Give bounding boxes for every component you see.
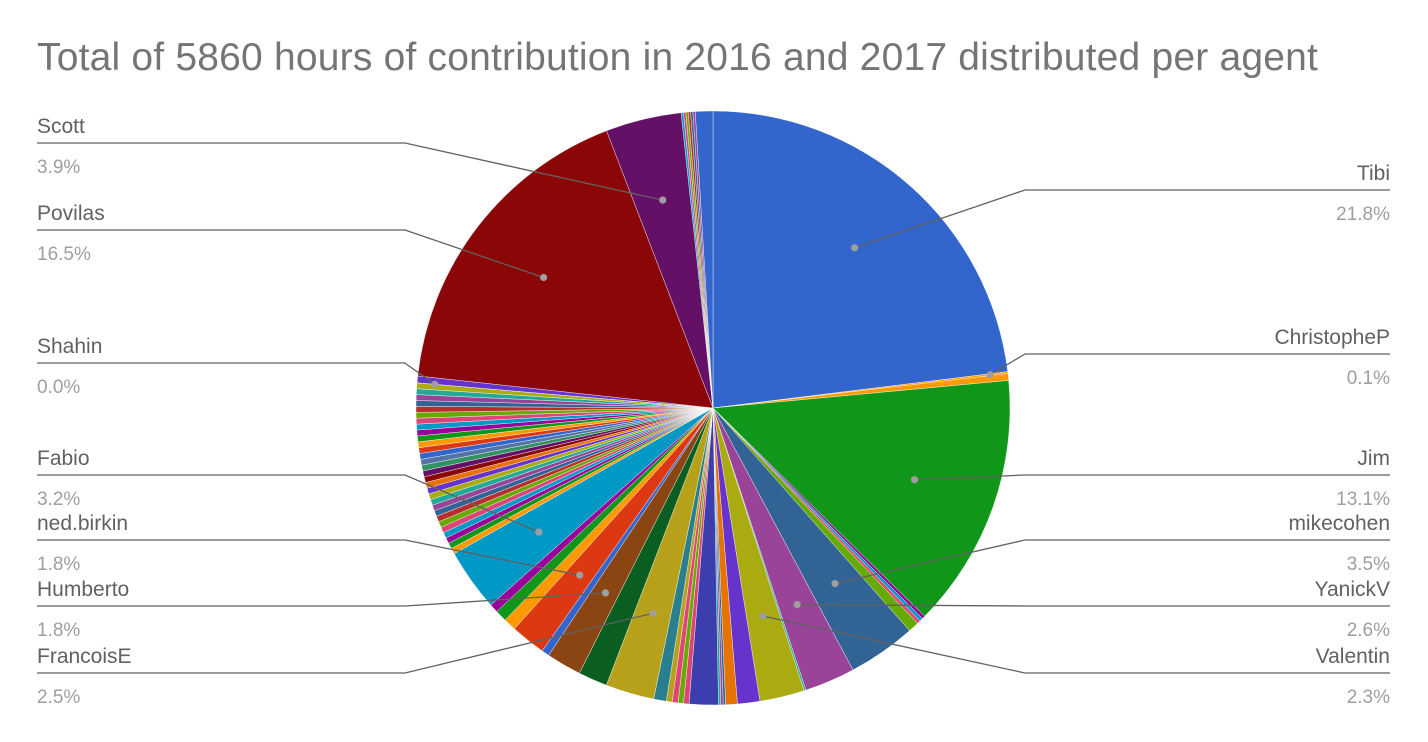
slice-label-christophep: ChristopheP	[1274, 326, 1390, 349]
slice-label-humberto: Humberto	[37, 578, 129, 601]
leader-line-christophep	[989, 353, 1390, 376]
leader-line-francoise	[37, 612, 654, 674]
slice-value-fabio: 3.2%	[37, 489, 80, 510]
leader-line-yanickv	[797, 603, 1390, 607]
slice-labels: Tibi 21.8% ChristopheP 0.1% Jim 13.1%mikecohe…	[37, 115, 1390, 708]
leader-dot-yanickv	[793, 601, 801, 609]
leader-line-ned-birkin	[37, 539, 580, 576]
slice-label-tibi: Tibi	[1357, 162, 1390, 185]
slice-value-scott: 3.9%	[37, 157, 80, 178]
slice-value-povilas: 16.5%	[37, 244, 91, 265]
slice-label-yanickv: YanickV	[1315, 578, 1390, 601]
slice-label-ned-birkin: ned.birkin	[37, 512, 128, 535]
pie-slice-povilas	[417, 130, 714, 409]
leader-line-shahin	[37, 362, 436, 385]
leader-dot-francoise	[649, 609, 657, 617]
slice-value-christophep: 0.1%	[1347, 368, 1390, 389]
leader-dot-tibi	[851, 244, 859, 252]
slice-value-yanickv: 2.6%	[1347, 620, 1390, 641]
slice-value-shahin: 0.0%	[37, 377, 80, 398]
leader-line-tibi	[854, 189, 1390, 249]
slice-label-scott: Scott	[37, 115, 85, 138]
slice-value-francoise: 2.5%	[37, 687, 80, 708]
slice-value-valentin: 2.3%	[1347, 687, 1390, 708]
leader-dot-fabio	[535, 528, 543, 536]
leader-dot-scott	[659, 196, 667, 204]
slice-value-mikecohen: 3.5%	[1347, 554, 1390, 575]
slice-label-jim: Jim	[1357, 447, 1390, 470]
leader-line-povilas	[37, 229, 544, 279]
slice-label-shahin: Shahin	[37, 335, 102, 358]
slice-label-povilas: Povilas	[37, 202, 105, 225]
pie-slice-jim	[712, 380, 1011, 617]
leader-dot-ned-birkin	[576, 571, 584, 579]
leader-dot-mikecohen	[831, 580, 839, 588]
slice-value-tibi: 21.8%	[1336, 204, 1390, 225]
slice-label-fabio: Fabio	[37, 447, 90, 470]
pie-slice-tibi	[712, 110, 1008, 409]
leader-line-humberto	[37, 592, 606, 607]
leader-dot-valentin	[759, 612, 767, 620]
slice-value-ned-birkin: 1.8%	[37, 554, 80, 575]
leader-dot-shahin	[431, 380, 439, 388]
leader-line-scott	[37, 142, 663, 201]
leader-dot-christophep	[986, 371, 994, 379]
slice-label-francoise: FrancoisE	[37, 645, 132, 668]
slice-label-mikecohen: mikecohen	[1288, 512, 1390, 535]
slice-label-valentin: Valentin	[1316, 645, 1390, 668]
leader-line-mikecohen	[834, 539, 1390, 585]
chart-title: Total of 5860 hours of contribution in 2…	[37, 36, 1319, 79]
slice-value-humberto: 1.8%	[37, 620, 80, 641]
slice-value-jim: 13.1%	[1336, 489, 1390, 510]
leader-line-fabio	[37, 474, 540, 533]
leader-dot-jim	[910, 476, 919, 484]
pie-slices	[415, 110, 1011, 706]
leader-dot-humberto	[601, 589, 610, 597]
pie-slice-other	[695, 110, 714, 409]
leader-dot-povilas	[540, 273, 548, 282]
leader-line-valentin	[762, 615, 1390, 674]
leader-line-jim	[914, 474, 1390, 481]
